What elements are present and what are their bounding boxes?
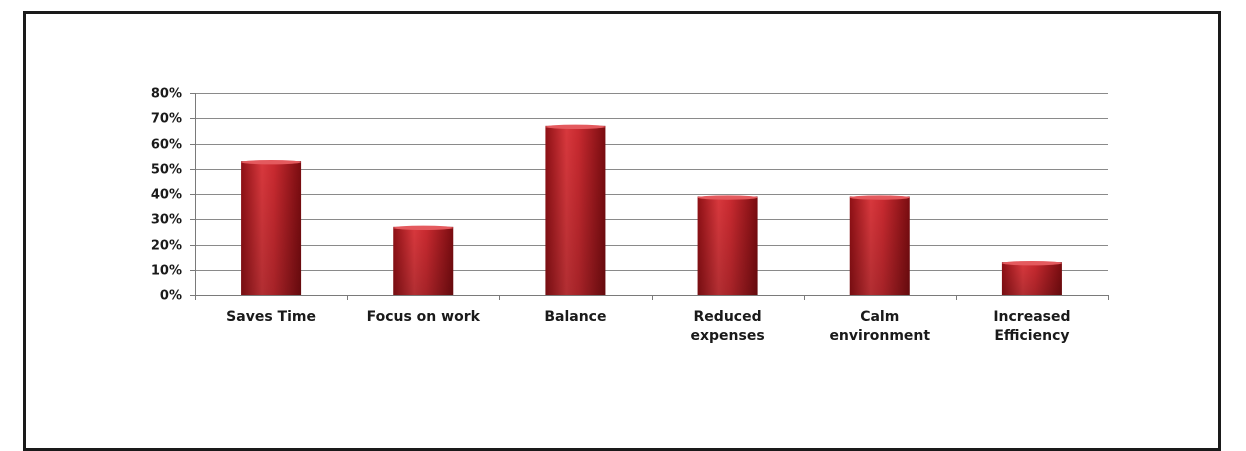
bar-top	[849, 195, 910, 200]
bar-top	[697, 195, 758, 200]
y-tick-labels: 0% 10% 20% 30% 40% 50% 60% 70% 80%	[151, 87, 182, 304]
y-tick-label: 80%	[151, 87, 182, 102]
bar-shade	[697, 196, 758, 295]
x-category-labels: Saves Time Focus on work Balance Reduced exp…	[226, 309, 1070, 344]
x-category-label: Calm	[860, 309, 899, 325]
bars	[241, 124, 1062, 295]
x-category-label: Balance	[544, 309, 606, 325]
x-category-label: Saves Time	[226, 309, 316, 325]
bar-shade	[545, 125, 606, 295]
bar-shade	[1001, 262, 1062, 295]
gridlines	[195, 93, 1108, 296]
x-category-label: Reduced	[694, 309, 762, 325]
x-category-label: environment	[829, 328, 930, 344]
bar-top	[1001, 260, 1062, 266]
y-tick-label: 50%	[151, 163, 182, 178]
bar-shade	[241, 161, 302, 295]
y-tick-label: 60%	[151, 138, 182, 153]
chart-frame	[23, 11, 1221, 451]
y-tick-label: 30%	[151, 213, 182, 228]
bar-top	[241, 159, 302, 165]
bar-chart: 0% 10% 20% 30% 40% 50% 60% 70% 80% Saves Time Foc…	[151, 87, 1109, 344]
bar-top	[393, 225, 454, 231]
x-category-label: Efficiency	[994, 328, 1069, 344]
axes	[190, 93, 1109, 300]
y-tick-label: 20%	[151, 239, 182, 254]
y-tick-label: 0%	[160, 289, 182, 304]
y-tick-label: 40%	[151, 188, 182, 203]
y-tick-label: 10%	[151, 264, 182, 279]
x-category-label: Focus on work	[367, 309, 481, 325]
bar-shade	[393, 226, 454, 295]
y-tick-label: 70%	[151, 112, 182, 127]
bar-shade	[849, 196, 910, 295]
x-category-label: Increased	[993, 309, 1070, 325]
bar-top	[545, 124, 606, 130]
x-category-label: expenses	[690, 328, 764, 344]
